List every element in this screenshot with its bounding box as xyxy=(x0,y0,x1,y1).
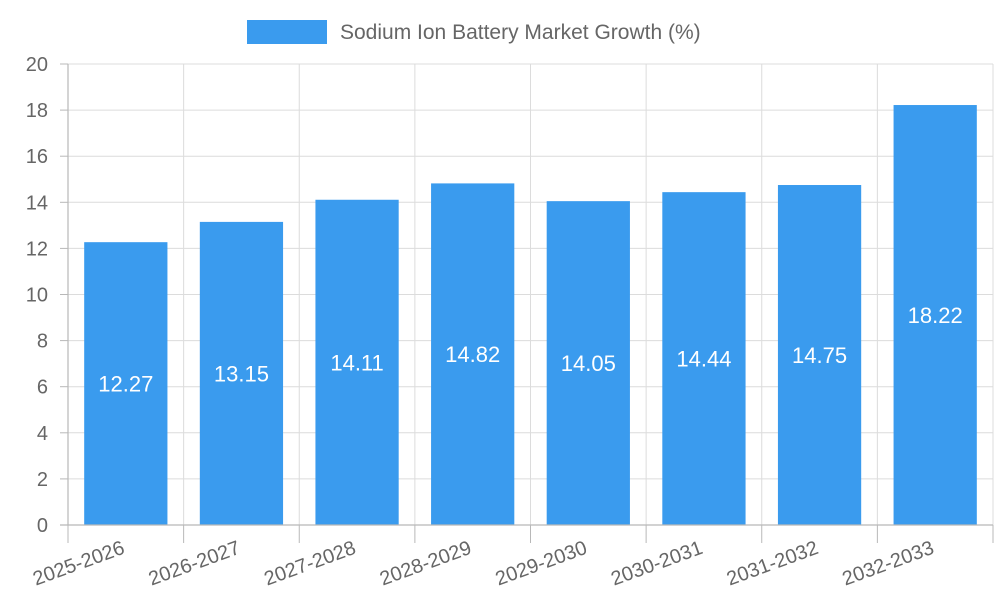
x-tick-label: 2028-2029 xyxy=(377,537,474,590)
bar-2029-2030[interactable] xyxy=(546,201,630,525)
x-tick-label: 2030-2031 xyxy=(608,537,705,590)
bar-value-label: 18.22 xyxy=(908,303,963,328)
bars: 12.27 13.15 14.11 14.82 14.05 14.44 14.75 18.22 xyxy=(84,105,977,526)
x-tick-label: 2027-2028 xyxy=(261,537,358,590)
bar-2026-2027[interactable] xyxy=(199,221,284,525)
y-tick-label: 20 xyxy=(26,54,48,76)
bar-value-label: 13.15 xyxy=(214,361,269,386)
y-tick-label: 12 xyxy=(26,238,48,260)
bar-2025-2026[interactable] xyxy=(84,242,168,525)
x-tick-label: 2032-2033 xyxy=(839,537,936,590)
legend-swatch xyxy=(247,20,327,44)
bar-value-label: 12.27 xyxy=(98,372,153,397)
legend[interactable]: Sodium Ion Battery Market Growth (%) xyxy=(247,20,701,44)
x-tick-label: 2025-2026 xyxy=(30,537,127,590)
bar-2027-2028[interactable] xyxy=(315,199,399,525)
x-tick-label: 2031-2032 xyxy=(724,537,821,590)
bar-2030-2031[interactable] xyxy=(662,192,746,525)
x-tick-label: 2026-2027 xyxy=(146,537,243,590)
y-tick-label: 0 xyxy=(37,515,48,537)
bar-2028-2029[interactable] xyxy=(431,183,515,526)
y-axis-tick-labels: 0 2 4 6 8 10 12 14 16 18 20 xyxy=(26,54,48,537)
x-axis-tick-labels: 2025-2026 2026-2027 2027-2028 2028-2029 2029… xyxy=(30,537,937,590)
y-tick-label: 10 xyxy=(26,285,48,307)
y-tick-label: 4 xyxy=(37,423,48,445)
bar-2032-2033[interactable] xyxy=(893,105,977,526)
y-tick-label: 16 xyxy=(26,146,48,168)
legend-label: Sodium Ion Battery Market Growth (%) xyxy=(340,21,701,44)
bar-value-label: 14.82 xyxy=(445,342,500,367)
bar-value-label: 14.11 xyxy=(330,350,383,375)
bar-value-label: 14.05 xyxy=(561,351,616,376)
bar-value-label: 14.75 xyxy=(792,343,847,368)
axes xyxy=(60,63,994,543)
bar-2031-2032[interactable] xyxy=(777,185,862,525)
y-tick-label: 14 xyxy=(26,192,48,214)
y-tick-label: 6 xyxy=(37,377,48,399)
x-tick-label: 2029-2030 xyxy=(493,537,590,590)
bar-value-label: 14.44 xyxy=(676,347,731,372)
y-tick-label: 18 xyxy=(26,100,48,122)
y-tick-label: 2 xyxy=(37,469,48,491)
y-tick-label: 8 xyxy=(37,331,48,353)
